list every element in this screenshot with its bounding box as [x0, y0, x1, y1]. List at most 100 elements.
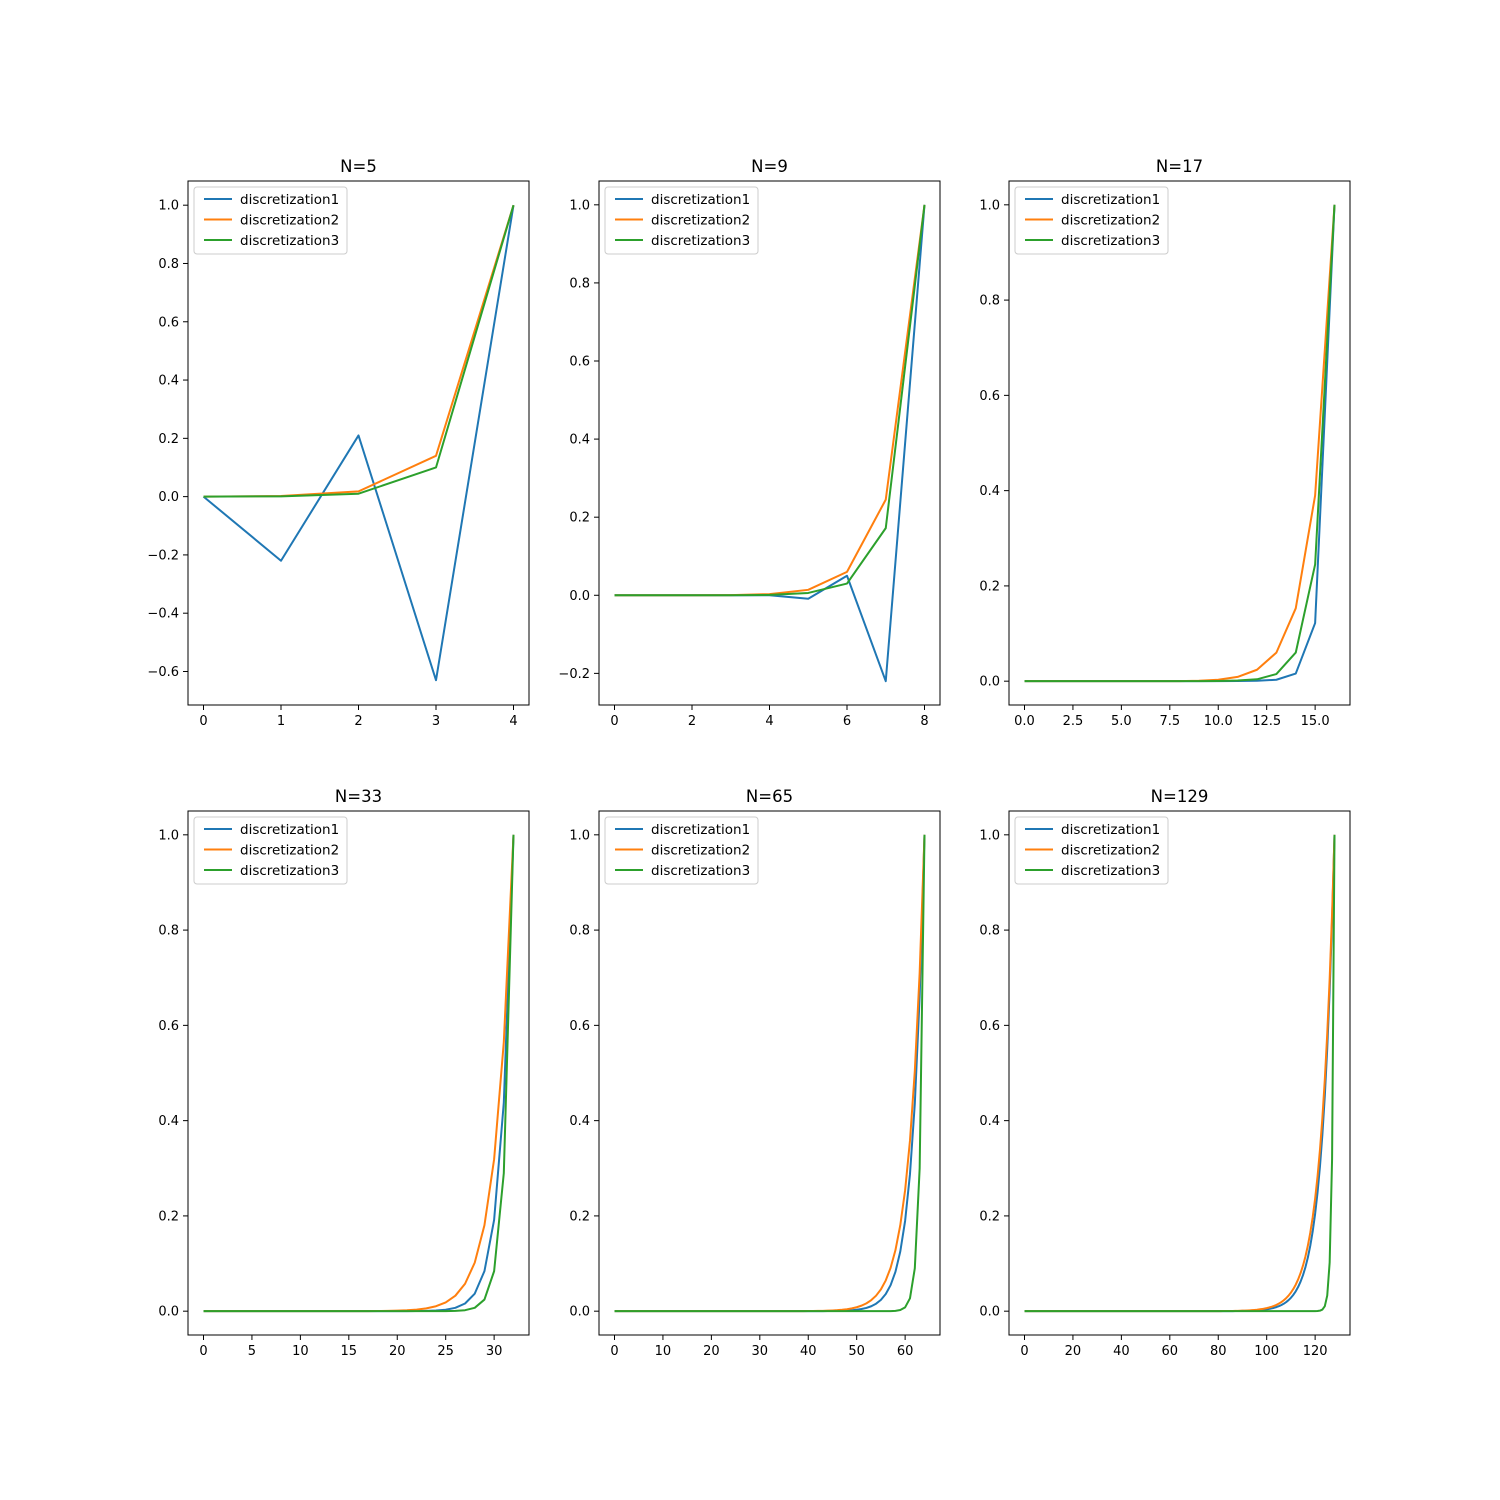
legend-label-discretization3: discretization3 — [1061, 863, 1160, 879]
y-tick-label: 0.2 — [979, 1209, 1000, 1224]
y-tick-label: −0.2 — [558, 667, 590, 682]
series-line-discretization2 — [1024, 834, 1336, 1313]
y-tick-label: 0.6 — [158, 1019, 179, 1034]
series-line-discretization3 — [203, 834, 515, 1313]
series-line-discretization1 — [202, 205, 515, 682]
x-tick-label: 0 — [199, 1344, 207, 1359]
y-tick-label: 0.4 — [979, 484, 1000, 499]
y-tick-label: 0.2 — [569, 511, 590, 526]
y-tick-label: 0.4 — [158, 1114, 179, 1129]
legend-label-discretization1: discretization1 — [651, 822, 750, 838]
axes-frame — [187, 810, 530, 1336]
x-tick-label: 10 — [655, 1344, 672, 1359]
y-tick-label: 0.6 — [569, 1019, 590, 1034]
subplot-1: 0 1 2 3 4−0.6−0.4−0.20.00.20.40.60.81.0N=5di… — [147, 157, 530, 729]
x-tick-label: 4 — [765, 714, 773, 729]
y-tick-label: 0.8 — [979, 924, 1000, 939]
subplot-title: N=65 — [746, 787, 793, 806]
y-tick-label: 0.6 — [569, 355, 590, 370]
y-tick-label: 0.0 — [158, 1305, 179, 1320]
series-line-discretization2 — [203, 834, 515, 1313]
x-tick-label: 0.0 — [1014, 714, 1035, 729]
series-line-discretization1 — [203, 834, 515, 1313]
x-tick-label: 20 — [1065, 1344, 1082, 1359]
series-line-discretization1 — [1024, 834, 1336, 1313]
y-tick-label: 0.8 — [569, 276, 590, 291]
subplot-2: 0 2 4 6 8−0.20.00.20.40.60.81.0N=9discretiza… — [558, 157, 941, 729]
y-tick-label: 0.0 — [569, 1305, 590, 1320]
y-tick-label: 0.6 — [979, 389, 1000, 404]
y-tick-label: 1.0 — [569, 198, 590, 213]
series-line-discretization3 — [203, 204, 515, 498]
legend-label-discretization1: discretization1 — [1061, 192, 1160, 208]
x-tick-label: 3 — [432, 714, 440, 729]
legend-box — [604, 816, 759, 885]
y-tick-label: 0.2 — [158, 1209, 179, 1224]
subplot-5: 0 10 20 30 40 50 60 0.0 0.2 0.4 0.6 0.8 1.0 N=65 discr… — [569, 787, 941, 1359]
axes-frame — [1008, 180, 1351, 706]
y-tick-label: 0.0 — [158, 490, 179, 505]
y-tick-label: 0.4 — [158, 374, 179, 389]
x-tick-label: 2.5 — [1063, 714, 1084, 729]
legend-label-discretization3: discretization3 — [240, 233, 339, 249]
legend-label-discretization3: discretization3 — [651, 863, 750, 879]
y-tick-label: 1.0 — [979, 198, 1000, 213]
x-tick-label: 40 — [800, 1344, 817, 1359]
series-line-discretization2 — [1024, 204, 1336, 683]
legend: discretization1 discretization2 discretiza… — [1014, 186, 1169, 255]
x-tick-label: 2 — [688, 714, 696, 729]
x-tick-label: 5.0 — [1111, 714, 1132, 729]
legend-label-discretization2: discretization2 — [651, 213, 750, 229]
legend: discretization1 discretization2 discretiza… — [604, 816, 759, 885]
x-tick-label: 50 — [848, 1344, 865, 1359]
legend-box — [193, 186, 348, 255]
y-tick-label: 0.6 — [158, 315, 179, 330]
x-tick-label: 30 — [752, 1344, 769, 1359]
x-tick-label: 6 — [843, 714, 851, 729]
y-tick-label: 0.0 — [979, 675, 1000, 690]
axes-frame — [598, 810, 941, 1336]
legend-box — [1014, 186, 1169, 255]
x-tick-label: 1 — [277, 714, 285, 729]
x-tick-label: 20 — [389, 1344, 406, 1359]
y-tick-label: −0.4 — [147, 607, 179, 622]
x-tick-label: 120 — [1303, 1344, 1328, 1359]
series-line-discretization1 — [614, 204, 926, 683]
y-tick-label: 1.0 — [979, 828, 1000, 843]
x-tick-label: 7.5 — [1159, 714, 1180, 729]
subplot-6: 0 20 40 60 80 100 120 0.0 0.2 0.4 0.6 0.8 1.0 N=129 di… — [979, 787, 1351, 1359]
x-tick-label: 15.0 — [1301, 714, 1330, 729]
x-tick-label: 0 — [610, 1344, 618, 1359]
y-tick-label: 1.0 — [158, 199, 179, 214]
x-tick-label: 60 — [897, 1344, 914, 1359]
legend: discretization1 discretization2 discretiza… — [193, 186, 348, 255]
x-tick-label: 20 — [703, 1344, 720, 1359]
x-tick-label: 60 — [1162, 1344, 1179, 1359]
y-tick-label: 1.0 — [158, 828, 179, 843]
legend-label-discretization1: discretization1 — [240, 822, 339, 838]
series-line-discretization1 — [614, 834, 926, 1313]
legend-label-discretization2: discretization2 — [240, 843, 339, 859]
y-tick-label: 0.8 — [158, 257, 179, 272]
y-tick-label: 1.0 — [569, 828, 590, 843]
series-line-discretization3 — [1024, 204, 1336, 683]
legend-label-discretization3: discretization3 — [1061, 233, 1160, 249]
series-line-discretization3 — [614, 834, 926, 1313]
subplot-title: N=129 — [1151, 787, 1209, 806]
legend-label-discretization3: discretization3 — [651, 233, 750, 249]
y-tick-label: 0.4 — [979, 1114, 1000, 1129]
series-line-discretization3 — [1024, 834, 1336, 1313]
y-tick-label: 0.0 — [569, 589, 590, 604]
legend-label-discretization3: discretization3 — [240, 863, 339, 879]
legend: discretization1 discretization2 discretiza… — [193, 816, 348, 885]
axes-frame — [598, 180, 941, 706]
x-tick-label: 10 — [292, 1344, 309, 1359]
axes-frame — [1008, 810, 1351, 1336]
y-tick-label: 0.2 — [158, 432, 179, 447]
legend-box — [193, 816, 348, 885]
series-line-discretization2 — [614, 834, 926, 1313]
x-tick-label: 100 — [1254, 1344, 1279, 1359]
x-tick-label: 30 — [486, 1344, 503, 1359]
subplot-title: N=9 — [751, 157, 788, 176]
